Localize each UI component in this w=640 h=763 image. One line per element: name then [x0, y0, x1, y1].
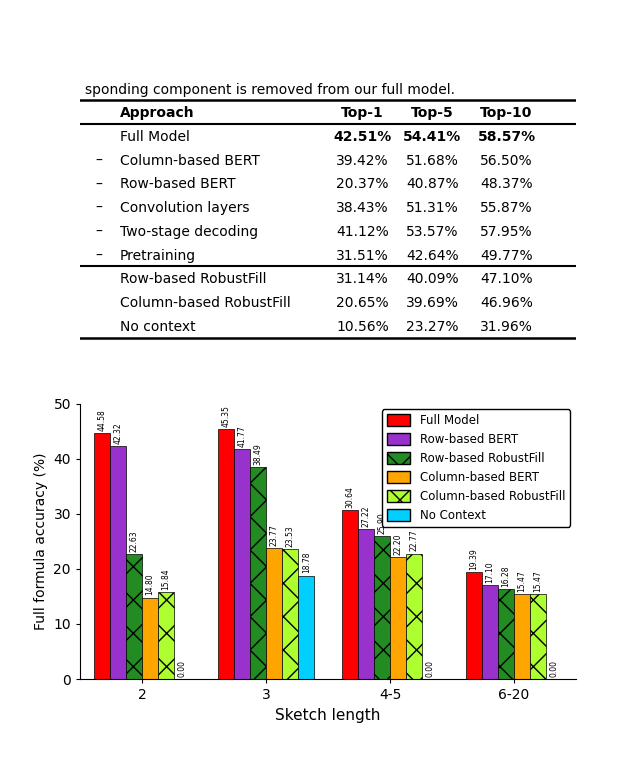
Text: 47.10%: 47.10%: [480, 272, 533, 286]
Text: 39.42%: 39.42%: [337, 153, 389, 168]
Text: 55.87%: 55.87%: [480, 201, 533, 215]
Text: 53.57%: 53.57%: [406, 225, 458, 239]
Bar: [514, 594, 530, 679]
Text: 31.96%: 31.96%: [480, 320, 533, 334]
Text: 16.28: 16.28: [502, 565, 511, 588]
Text: 39.69%: 39.69%: [406, 296, 459, 310]
Bar: [374, 536, 390, 679]
Text: Column-based BERT: Column-based BERT: [120, 153, 260, 168]
Bar: [250, 467, 266, 679]
Text: –: –: [95, 225, 102, 239]
Text: 20.65%: 20.65%: [337, 296, 389, 310]
Bar: [482, 584, 498, 679]
Text: 42.51%: 42.51%: [333, 130, 392, 144]
Text: 0.00: 0.00: [550, 660, 559, 677]
Text: 17.10: 17.10: [485, 561, 494, 583]
Text: Full Model: Full Model: [120, 130, 189, 144]
Text: 22.20: 22.20: [394, 533, 403, 555]
Text: Top-5: Top-5: [411, 106, 454, 121]
Text: 22.63: 22.63: [129, 530, 138, 552]
Text: 58.57%: 58.57%: [477, 130, 536, 144]
Text: 42.64%: 42.64%: [406, 249, 458, 262]
Text: 38.49: 38.49: [253, 443, 262, 465]
Text: Top-10: Top-10: [481, 106, 532, 121]
Text: 54.41%: 54.41%: [403, 130, 461, 144]
Text: Column-based RobustFill: Column-based RobustFill: [120, 296, 291, 310]
Text: 20.37%: 20.37%: [337, 178, 389, 192]
Text: –: –: [95, 249, 102, 262]
Bar: [158, 592, 174, 679]
X-axis label: Sketch length: Sketch length: [275, 707, 381, 723]
Text: 40.87%: 40.87%: [406, 178, 458, 192]
Text: 25.90: 25.90: [378, 513, 387, 534]
Text: 42.32: 42.32: [113, 422, 122, 443]
Text: Pretraining: Pretraining: [120, 249, 196, 262]
Text: 0.00: 0.00: [178, 660, 187, 677]
Bar: [93, 433, 110, 679]
Bar: [110, 446, 126, 679]
Text: 15.47: 15.47: [534, 570, 543, 591]
Bar: [390, 557, 406, 679]
Text: 23.53: 23.53: [285, 526, 294, 547]
Text: 23.77: 23.77: [269, 524, 278, 546]
Bar: [218, 429, 234, 679]
Y-axis label: Full formula accuracy (%): Full formula accuracy (%): [34, 452, 48, 630]
Text: 48.37%: 48.37%: [480, 178, 533, 192]
Text: 41.77: 41.77: [237, 425, 246, 446]
Text: 41.12%: 41.12%: [337, 225, 389, 239]
Text: 15.84: 15.84: [162, 568, 171, 590]
Legend: Full Model, Row-based BERT, Row-based RobustFill, Column-based BERT, Column-base: Full Model, Row-based BERT, Row-based Ro…: [382, 410, 570, 526]
Text: 14.80: 14.80: [145, 574, 155, 595]
Text: 44.58: 44.58: [97, 410, 106, 431]
Text: 30.64: 30.64: [345, 486, 354, 508]
Text: 18.78: 18.78: [302, 552, 311, 573]
Text: 46.96%: 46.96%: [480, 296, 533, 310]
Bar: [530, 594, 547, 679]
Text: 0.00: 0.00: [426, 660, 435, 677]
Text: 19.39: 19.39: [469, 549, 478, 570]
Text: 10.56%: 10.56%: [337, 320, 389, 334]
Text: –: –: [95, 153, 102, 168]
Text: sponding component is removed from our full model.: sponding component is removed from our f…: [85, 83, 455, 98]
Text: 45.35: 45.35: [221, 405, 230, 427]
Text: 57.95%: 57.95%: [480, 225, 533, 239]
Text: 15.47: 15.47: [518, 570, 527, 591]
Text: Two-stage decoding: Two-stage decoding: [120, 225, 258, 239]
Bar: [142, 597, 158, 679]
Bar: [234, 449, 250, 679]
Text: Row-based RobustFill: Row-based RobustFill: [120, 272, 266, 286]
Text: Top-1: Top-1: [341, 106, 384, 121]
Text: 23.27%: 23.27%: [406, 320, 458, 334]
Text: No context: No context: [120, 320, 195, 334]
Text: Row-based BERT: Row-based BERT: [120, 178, 236, 192]
Bar: [406, 554, 422, 679]
Bar: [266, 548, 282, 679]
Text: 38.43%: 38.43%: [337, 201, 389, 215]
Bar: [498, 589, 514, 679]
Text: 51.31%: 51.31%: [406, 201, 458, 215]
Text: 49.77%: 49.77%: [480, 249, 533, 262]
Text: –: –: [95, 178, 102, 192]
Text: Convolution layers: Convolution layers: [120, 201, 249, 215]
Bar: [466, 572, 482, 679]
Text: 22.77: 22.77: [410, 530, 419, 552]
Text: 31.14%: 31.14%: [337, 272, 389, 286]
Bar: [358, 529, 374, 679]
Bar: [342, 510, 358, 679]
Text: 51.68%: 51.68%: [406, 153, 459, 168]
Text: Approach: Approach: [120, 106, 195, 121]
Bar: [126, 555, 142, 679]
Text: –: –: [95, 201, 102, 215]
Bar: [282, 549, 298, 679]
Text: 31.51%: 31.51%: [337, 249, 389, 262]
Text: 40.09%: 40.09%: [406, 272, 458, 286]
Bar: [298, 575, 314, 679]
Text: 27.22: 27.22: [362, 505, 371, 526]
Text: 56.50%: 56.50%: [480, 153, 533, 168]
